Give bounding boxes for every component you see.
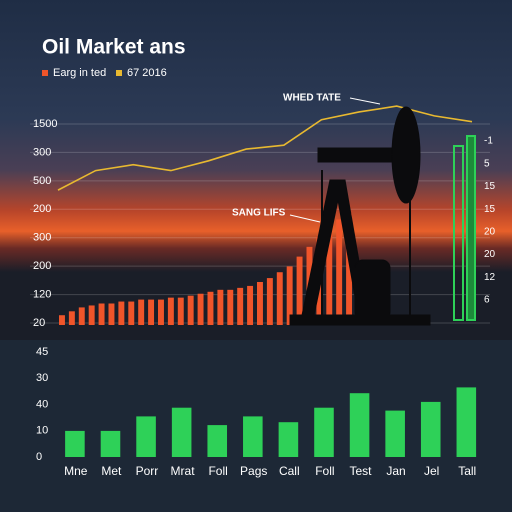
bar (385, 410, 405, 457)
bar (100, 430, 121, 457)
decor-bar (466, 135, 476, 321)
bar (349, 393, 370, 457)
x-tick-label: Call (279, 464, 300, 478)
x-tick-label: Tall (458, 464, 476, 478)
legend-label: 67 2016 (127, 67, 167, 79)
x-tick-label: Met (101, 464, 122, 478)
bar (276, 272, 283, 325)
bar (167, 297, 174, 325)
bottom-marks: 45 30 40 10 0 Mne Met Porr Mrat Foll Pags Call Foll T… (36, 346, 476, 478)
annotation: SANG LIFS (232, 208, 286, 219)
x-tick-label: Jel (424, 464, 439, 478)
y2-axis-label: -1 (484, 136, 493, 147)
bar (336, 219, 343, 325)
bar (296, 256, 303, 325)
bar (78, 307, 85, 325)
bar (456, 387, 477, 457)
bar (197, 293, 204, 325)
bar (346, 213, 353, 325)
bar (128, 301, 135, 325)
annotation: WHED TATE (283, 93, 341, 104)
y2-axis-label: 5 (484, 158, 490, 169)
y-axis-label: 1500 (33, 118, 57, 130)
bar (148, 299, 155, 325)
pumpjack (289, 106, 431, 326)
bar (108, 303, 115, 325)
legend-swatch (116, 70, 122, 76)
y-axis-label: 120 (33, 288, 51, 300)
bar (217, 289, 224, 325)
y2-axis-label: 15 (484, 204, 496, 215)
bar (257, 282, 263, 325)
x-tick-label: Foll (208, 464, 227, 478)
y-axis-label: 20 (33, 317, 45, 329)
y-axis-label: 10 (36, 425, 48, 437)
bar (177, 297, 184, 325)
y-axis-label: 300 (33, 232, 51, 244)
annotation-arrow (349, 97, 381, 105)
bar (207, 291, 214, 325)
y-axis-label: 200 (33, 260, 51, 272)
x-tick-label: Porr (136, 464, 159, 478)
bar (158, 299, 164, 325)
bar (314, 407, 334, 457)
bar (237, 287, 244, 325)
grid: 1500 300 500 200 300 200 120 20 -1 5 15 15 20 20 12 6 (30, 118, 496, 329)
decor-bar (453, 145, 464, 321)
bar (278, 422, 299, 457)
bar (68, 311, 75, 325)
y2-axis-label: 20 (484, 249, 496, 260)
bar (227, 289, 234, 325)
x-tick-label: Pags (240, 464, 267, 478)
bar (326, 227, 333, 325)
bar (243, 416, 263, 457)
y-axis-label: 40 (36, 398, 48, 410)
y-axis-label: 45 (36, 346, 48, 358)
bar (98, 303, 105, 325)
chart-title: Oil Market ans (42, 36, 186, 59)
bar (118, 301, 125, 325)
y2-axis-label: 15 (484, 181, 496, 192)
bar (65, 430, 85, 457)
bar (187, 295, 194, 325)
annotation-arrow (289, 214, 321, 223)
bar (138, 299, 145, 325)
y-axis-label: 500 (33, 175, 51, 187)
bar (207, 425, 228, 457)
y-axis-label: 200 (33, 203, 51, 215)
y2-axis-label: 12 (484, 272, 496, 283)
bar (59, 315, 65, 325)
sky-background (0, 0, 512, 340)
bar (88, 305, 95, 325)
y-axis-label: 300 (33, 146, 51, 158)
bar (136, 416, 156, 457)
y2-axis-label: 20 (484, 226, 496, 237)
x-tick-label: Jan (386, 464, 405, 478)
x-tick-label: Mrat (171, 464, 196, 478)
bar (286, 266, 293, 325)
y-axis-label: 30 (36, 372, 48, 384)
bar (420, 401, 441, 457)
x-tick-label: Foll (315, 464, 334, 478)
legend-swatch (42, 70, 48, 76)
legend-label: Earg in ted (53, 67, 106, 79)
bar (247, 285, 254, 325)
bar (171, 407, 192, 457)
y-axis-label: 0 (36, 451, 42, 463)
x-tick-label: Test (349, 464, 372, 478)
bar (266, 278, 273, 325)
y2-axis-label: 6 (484, 295, 490, 306)
x-tick-label: Mne (64, 464, 88, 478)
